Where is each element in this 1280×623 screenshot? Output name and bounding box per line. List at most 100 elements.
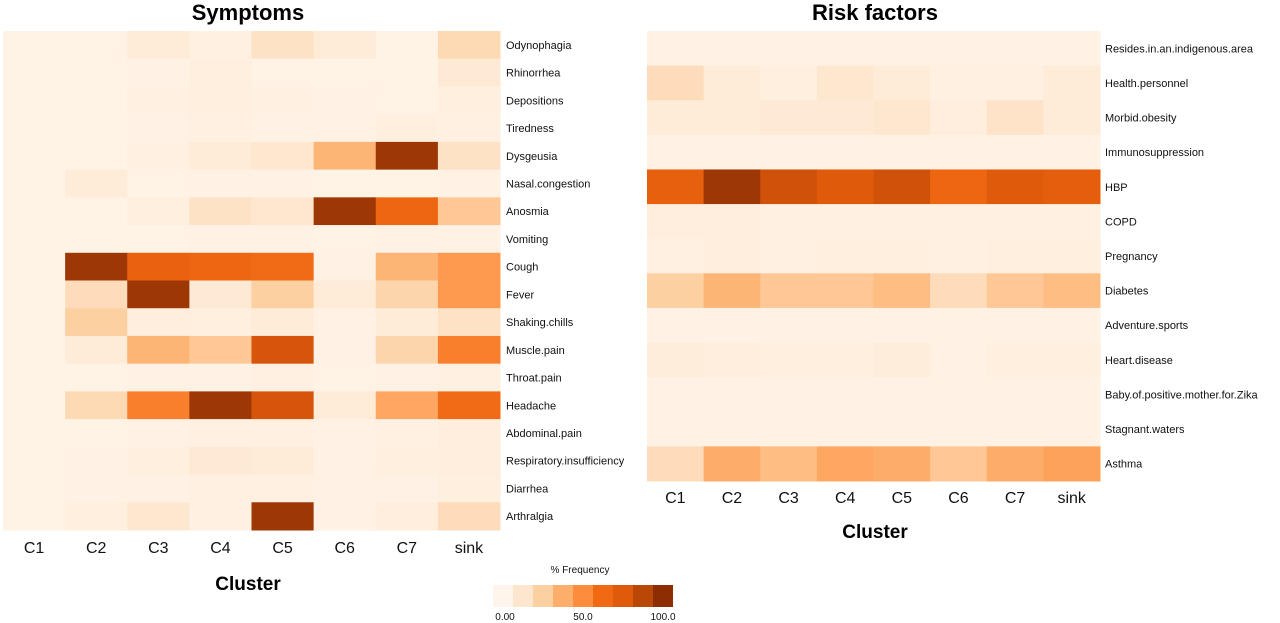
- symptoms-x-axis-title: Cluster: [215, 574, 281, 595]
- heatmap-cell: [127, 391, 190, 420]
- heatmap-cell: [127, 363, 190, 392]
- heatmap-cell: [3, 308, 66, 337]
- heatmap-cell: [647, 307, 705, 344]
- heatmap-cell: [1043, 411, 1101, 447]
- row-label: Vomiting: [506, 234, 548, 246]
- heatmap-cell: [375, 58, 439, 87]
- heatmap-cell: [127, 141, 190, 171]
- heatmap-cell: [65, 86, 128, 115]
- heatmap-cell: [930, 169, 988, 205]
- heatmap-cell: [3, 86, 66, 115]
- heatmap-cell: [930, 31, 988, 67]
- heatmap-cell: [3, 335, 66, 365]
- heatmap-cell: [703, 204, 761, 240]
- heatmap-cell: [313, 446, 377, 476]
- column-label: C2: [722, 490, 743, 507]
- heatmap-cell: [1043, 273, 1101, 309]
- column-label: C6: [948, 490, 969, 507]
- heatmap-cell: [930, 65, 988, 101]
- risk-factors-x-axis-title: Cluster: [842, 522, 908, 543]
- heatmap-cell: [986, 307, 1044, 344]
- heatmap-cell: [189, 252, 253, 281]
- heatmap-cell: [3, 446, 66, 476]
- heatmap-cell: [647, 377, 705, 413]
- risk-factors-panel: Risk factors Resides.in.an.indigenous.ar…: [647, 0, 1259, 543]
- heatmap-cell: [437, 391, 501, 420]
- heatmap-cell: [375, 502, 439, 531]
- row-label: Tiredness: [506, 123, 554, 135]
- heatmap-cell: [930, 307, 988, 344]
- heatmap-cell: [986, 31, 1044, 67]
- heatmap-cell: [816, 238, 875, 274]
- heatmap-cell: [986, 169, 1044, 205]
- heatmap-cell: [986, 65, 1044, 101]
- row-label: Asthma: [1105, 459, 1143, 471]
- heatmap-cell: [127, 225, 190, 254]
- legend-swatch: [653, 585, 673, 607]
- risk-factors-title: Risk factors: [812, 0, 938, 25]
- column-label: C2: [86, 540, 107, 557]
- heatmap-cell: [437, 308, 501, 337]
- heatmap-cell: [189, 502, 253, 531]
- heatmap-cell: [816, 169, 875, 205]
- row-label: Resides.in.an.indigenous.area: [1105, 43, 1254, 55]
- heatmap-cell: [873, 100, 931, 136]
- legend-swatch: [493, 585, 513, 607]
- legend-max-label: 100.0: [650, 612, 675, 623]
- heatmap-cell: [3, 419, 66, 448]
- heatmap-cell: [760, 100, 818, 136]
- heatmap-cell: [437, 335, 501, 365]
- column-label: C7: [1005, 490, 1026, 507]
- heatmap-cell: [647, 65, 705, 101]
- heatmap-cell: [189, 474, 253, 503]
- heatmap-cell: [313, 141, 377, 171]
- heatmap-cell: [986, 134, 1044, 170]
- row-label: Adventure.sports: [1105, 320, 1189, 332]
- heatmap-cell: [1043, 65, 1101, 101]
- heatmap-cell: [127, 446, 190, 476]
- heatmap-cell: [816, 65, 875, 101]
- heatmap-cell: [189, 363, 253, 392]
- heatmap-cell: [375, 474, 439, 503]
- heatmap-cell: [189, 335, 253, 365]
- symptoms-cells: [3, 31, 501, 531]
- heatmap-cell: [437, 31, 501, 60]
- heatmap-cell: [816, 134, 875, 170]
- heatmap-cell: [251, 335, 315, 365]
- row-label: Diarrhea: [506, 483, 549, 495]
- heatmap-cell: [1043, 204, 1101, 240]
- heatmap-cell: [189, 58, 253, 87]
- heatmap-cell: [65, 474, 128, 503]
- row-label: Health.personnel: [1105, 78, 1188, 90]
- heatmap-cell: [251, 225, 315, 254]
- heatmap-cell: [313, 419, 377, 448]
- row-label: Morbid.obesity: [1105, 113, 1177, 125]
- heatmap-cell: [1043, 100, 1101, 136]
- heatmap-cell: [760, 377, 818, 413]
- heatmap-cell: [760, 204, 818, 240]
- heatmap-cell: [65, 335, 128, 365]
- row-label: Muscle.pain: [506, 345, 565, 357]
- heatmap-cell: [313, 58, 377, 87]
- heatmap-cell: [251, 86, 315, 115]
- row-label: Arthralgia: [506, 511, 554, 523]
- heatmap-cell: [251, 474, 315, 503]
- heatmap-cell: [437, 363, 501, 392]
- heatmap-cell: [3, 114, 66, 143]
- heatmap-cell: [760, 411, 818, 447]
- row-label: Odynophagia: [506, 40, 572, 52]
- row-label: HBP: [1105, 182, 1128, 194]
- heatmap-cell: [251, 31, 315, 60]
- heatmap-cell: [760, 65, 818, 101]
- row-label: Rhinorrhea: [506, 68, 561, 80]
- heatmap-cell: [437, 474, 501, 503]
- heatmap-cell: [3, 474, 66, 503]
- heatmap-cell: [816, 307, 875, 344]
- heatmap-cell: [437, 197, 501, 226]
- heatmap-cell: [760, 307, 818, 344]
- heatmap-cell: [703, 446, 761, 482]
- row-label: Diabetes: [1105, 286, 1149, 298]
- column-label: C1: [24, 540, 45, 557]
- heatmap-cell: [65, 225, 128, 254]
- risk-factors-cells: [647, 31, 1101, 482]
